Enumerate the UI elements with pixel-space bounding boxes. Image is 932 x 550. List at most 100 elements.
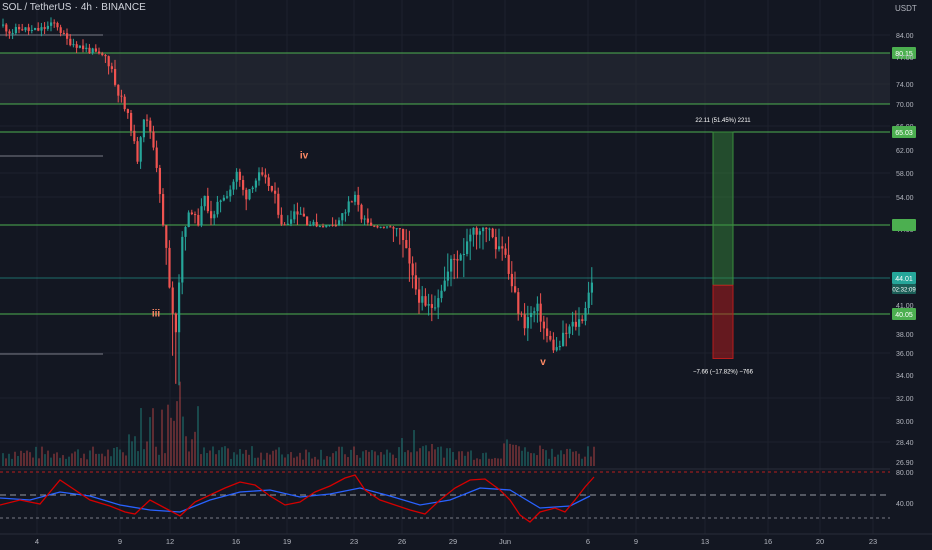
- candle-body: [107, 56, 110, 67]
- volume-bar: [143, 449, 145, 466]
- candle-body: [440, 290, 443, 299]
- volume-bar: [536, 455, 538, 466]
- price-tick-label: 36.00: [896, 351, 914, 358]
- time-axis[interactable]: 4 9 12 16 19 23 26 29 Jun 6 9 13 16 20 23: [0, 533, 932, 546]
- volume-bar: [530, 453, 532, 466]
- candle-body: [158, 167, 161, 195]
- candle-body: [414, 275, 417, 290]
- candle-body: [494, 237, 497, 250]
- candle-body: [254, 180, 257, 188]
- volume-bar: [263, 459, 265, 466]
- candle-body: [475, 227, 478, 235]
- volume-bar: [155, 446, 157, 466]
- candle-body: [443, 280, 446, 291]
- candle-body: [485, 227, 488, 229]
- candle-body: [203, 195, 206, 207]
- candle-body: [322, 226, 325, 228]
- target-zone[interactable]: [712, 131, 734, 286]
- long-position-tool[interactable]: 22.11 (51.45%) 2211 −7.66 (−17.82%) −766: [693, 118, 754, 376]
- candle-body: [133, 130, 136, 142]
- volume-bar: [149, 417, 151, 466]
- volume-bar: [50, 457, 52, 466]
- volume-bar: [371, 450, 373, 466]
- rsi-tick-label: 40.00: [896, 501, 914, 508]
- volume-bar: [416, 451, 418, 466]
- volume-bar: [365, 450, 367, 466]
- symbol-title[interactable]: SOL / TetherUS · 4h · BINANCE: [2, 2, 149, 13]
- time-tick-label: 13: [701, 537, 709, 546]
- title-separator: ·: [74, 2, 78, 13]
- candle-body: [216, 201, 219, 215]
- volume-bar: [323, 459, 325, 466]
- volume-bar: [17, 456, 19, 466]
- volume-bar: [521, 450, 523, 466]
- volume-bar: [245, 449, 247, 466]
- candle-body: [190, 212, 193, 215]
- volume-bar: [356, 455, 358, 466]
- volume-bar: [86, 459, 88, 466]
- volume-bar: [548, 458, 550, 466]
- title-separator: ·: [94, 2, 99, 13]
- candle-body: [418, 289, 421, 303]
- price-axis-bg: [890, 0, 932, 534]
- candle-body: [139, 137, 142, 162]
- time-tick-label: 20: [816, 537, 824, 546]
- candle-body: [338, 220, 341, 226]
- volume-bar: [122, 452, 124, 466]
- time-tick-label: 6: [586, 537, 590, 546]
- wave-labels: iii iv v: [152, 151, 546, 368]
- volume-bar: [590, 456, 592, 466]
- candle-body: [542, 321, 545, 329]
- candle-body: [315, 221, 318, 227]
- volume-bar: [170, 417, 172, 466]
- volume-bar: [71, 453, 73, 466]
- candle-body: [411, 263, 414, 276]
- volume-bar: [92, 446, 94, 466]
- candle-body: [558, 346, 561, 348]
- volume-bar: [425, 445, 427, 466]
- candle-body: [590, 282, 593, 293]
- target-info: 22.11 (51.45%) 2211: [695, 118, 751, 124]
- volume-bar: [269, 454, 271, 466]
- volume-bar: [221, 447, 223, 466]
- volume-bar: [200, 454, 202, 466]
- volume-bar: [476, 458, 478, 466]
- candle-body: [574, 321, 577, 327]
- volume-bar: [389, 452, 391, 466]
- volume-bar: [20, 450, 22, 466]
- candle-body: [94, 48, 97, 52]
- wave-label: v: [540, 357, 546, 368]
- candle-body: [386, 226, 389, 228]
- candle-body: [341, 213, 344, 221]
- price-badge: [892, 219, 916, 231]
- volume-bar: [104, 456, 106, 466]
- volume-bar: [299, 452, 301, 466]
- volume-bar: [5, 458, 7, 466]
- volume-bar: [497, 458, 499, 466]
- candle-body: [171, 287, 174, 314]
- candle-body: [206, 195, 209, 212]
- candle-body: [488, 228, 491, 230]
- volume-bar: [350, 449, 352, 466]
- candle-body: [328, 224, 331, 226]
- volume-bar: [581, 458, 583, 466]
- stop-zone[interactable]: [712, 284, 734, 359]
- volume-bar: [515, 444, 517, 466]
- candle-body: [251, 187, 254, 190]
- symbol-name: SOL / TetherUS: [2, 2, 72, 13]
- candle-body: [405, 240, 408, 249]
- candle-body: [21, 29, 24, 31]
- volume-bar: [251, 446, 253, 466]
- volume-bar: [137, 451, 139, 466]
- candle-body: [142, 119, 145, 138]
- candle-body: [347, 201, 350, 213]
- price-axis[interactable]: 84.0080.1577.0074.0070.0066.0065.0362.00…: [890, 0, 932, 534]
- volume-bar: [461, 451, 463, 466]
- candle-body: [517, 292, 520, 314]
- candle-body: [456, 259, 459, 261]
- volume-bar: [419, 448, 421, 466]
- candle-body: [389, 226, 392, 228]
- volume-bar: [179, 381, 181, 466]
- volume-bar: [242, 453, 244, 466]
